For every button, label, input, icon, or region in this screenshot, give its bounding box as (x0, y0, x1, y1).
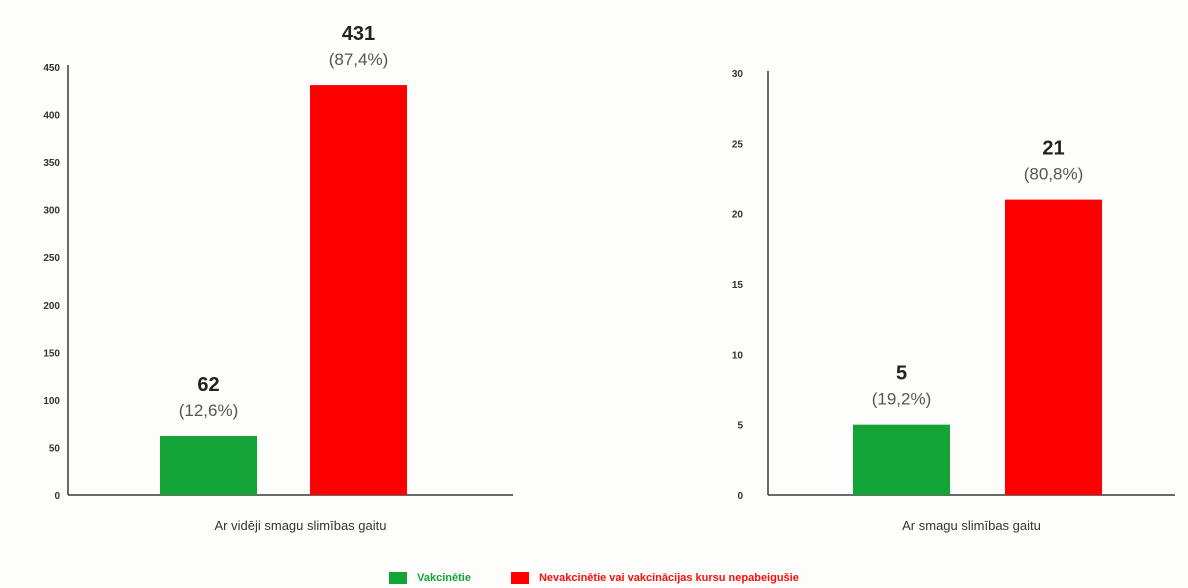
y-tick-label: 0 (54, 491, 60, 502)
y-tick-label: 450 (43, 63, 60, 74)
y-tick-label: 15 (732, 280, 744, 291)
bar-value-label: 21 (1042, 138, 1064, 160)
bar-percent-label: (80,8%) (1024, 165, 1084, 184)
bar-value-label: 431 (342, 23, 375, 45)
bar (853, 424, 950, 495)
bar (1005, 199, 1102, 495)
y-tick-label: 10 (732, 350, 744, 361)
y-tick-label: 150 (43, 348, 60, 359)
y-tick-label: 0 (737, 491, 743, 502)
y-tick-label: 100 (43, 396, 60, 407)
legend-swatch-unvaccinated (510, 572, 529, 584)
legend-item-unvaccinated: Nevakcinētie vai vakcinācijas kursu nepa… (510, 572, 799, 584)
y-tick-label: 20 (732, 210, 744, 221)
bar-value-label: 62 (197, 374, 219, 396)
y-tick-label: 400 (43, 111, 60, 122)
y-tick-label: 250 (43, 253, 60, 264)
y-tick-label: 5 (737, 421, 743, 432)
y-tick-label: 50 (49, 443, 61, 454)
y-tick-label: 350 (43, 158, 60, 169)
legend: Vakcinētie Nevakcinētie vai vakcinācijas… (0, 568, 1188, 588)
bar-percent-label: (87,4%) (329, 50, 389, 69)
legend-label-unvaccinated: Nevakcinētie vai vakcinācijas kursu nepa… (538, 572, 799, 584)
bar (310, 85, 407, 496)
y-tick-label: 30 (732, 69, 744, 80)
y-tick-label: 200 (43, 301, 60, 312)
bar-value-label: 5 (896, 363, 907, 385)
legend-label-vaccinated: Vakcinētie (417, 572, 471, 584)
y-tick-label: 25 (732, 139, 744, 150)
legend-swatch-vaccinated (389, 572, 408, 584)
legend-item-vaccinated: Vakcinētie (389, 572, 471, 584)
x-axis-label: Ar vidēji smagu slimības gaitu (215, 518, 387, 533)
bar-percent-label: (19,2%) (872, 390, 932, 409)
bar (160, 436, 257, 495)
x-axis-label: Ar smagu slimības gaitu (902, 518, 1041, 533)
bar-percent-label: (12,6%) (179, 401, 239, 420)
y-tick-label: 300 (43, 206, 60, 217)
